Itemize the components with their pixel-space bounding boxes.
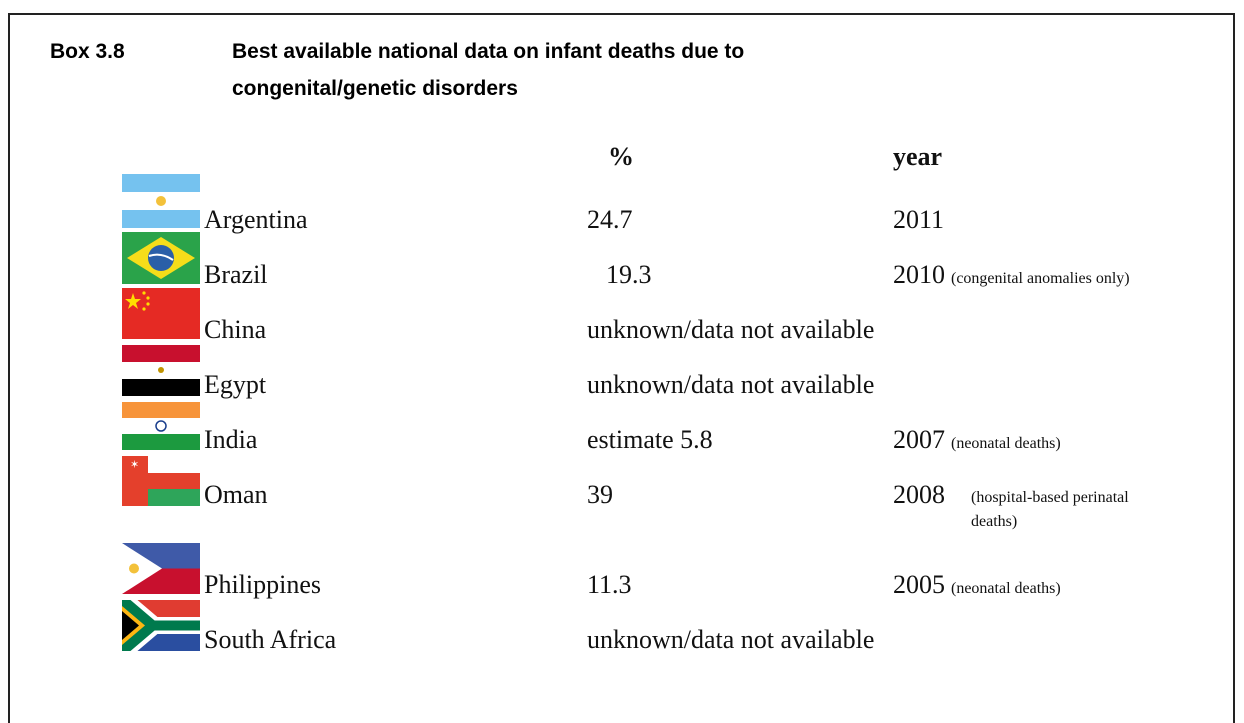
box-frame	[8, 13, 1235, 723]
country: India	[204, 425, 258, 454]
year-note: (neonatal deaths)	[951, 580, 1061, 597]
country: South Africa	[204, 625, 337, 654]
percent: estimate 5.8	[587, 425, 713, 454]
box-title: congenital/genetic disorders	[232, 77, 518, 100]
percent: unknown/data not available	[587, 625, 875, 654]
country: Egypt	[204, 370, 267, 399]
percent: 39	[587, 480, 613, 509]
flag-india	[122, 402, 200, 450]
country: Philippines	[204, 570, 322, 599]
year: 2007 (neonatal deaths)	[893, 425, 1061, 454]
year: 2008	[893, 480, 945, 509]
column-header: %	[608, 142, 634, 171]
country: China	[204, 315, 267, 344]
year-note: (congenital anomalies only)	[951, 270, 1130, 287]
percent: 11.3	[587, 570, 632, 599]
country: Brazil	[204, 260, 268, 289]
flag-philippines	[122, 543, 200, 594]
year: 2010 (congenital anomalies only)	[893, 260, 1130, 289]
flag-china	[122, 288, 200, 339]
svg-text:✶: ✶	[130, 459, 139, 471]
year-note: (hospital-based perinatal deaths)	[971, 489, 1129, 530]
year: 2005 (neonatal deaths)	[893, 570, 1061, 599]
flag-south-africa	[122, 600, 200, 651]
percent: unknown/data not available	[587, 315, 875, 344]
country: Argentina	[204, 205, 308, 234]
flag-brazil	[122, 232, 200, 284]
column-header: year	[893, 142, 943, 171]
year-note: (neonatal deaths)	[951, 435, 1061, 452]
box-title: Best available national data on infant d…	[232, 40, 745, 63]
year: 2011	[893, 205, 945, 234]
percent: 24.7	[587, 205, 633, 234]
flag-egypt	[122, 345, 200, 396]
percent: 19.3	[606, 260, 652, 289]
flag-argentina	[122, 174, 200, 228]
flag-oman: ✶	[122, 456, 200, 506]
country: Oman	[204, 480, 268, 509]
percent: unknown/data not available	[587, 370, 875, 399]
box-label: Box 3.8	[50, 40, 125, 63]
